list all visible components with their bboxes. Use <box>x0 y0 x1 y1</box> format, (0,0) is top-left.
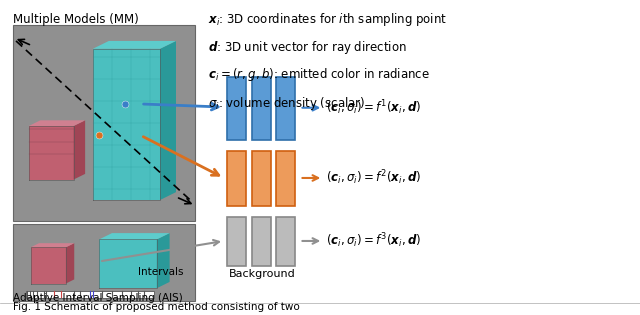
Bar <box>276 77 295 140</box>
Text: $(\boldsymbol{c}_i, \sigma_i) = f^1(\boldsymbol{x}_i, \boldsymbol{d})$: $(\boldsymbol{c}_i, \sigma_i) = f^1(\bol… <box>326 98 422 117</box>
Text: $\boldsymbol{x}_i$: 3D coordinates for $i$th sampling point: $\boldsymbol{x}_i$: 3D coordinates for $… <box>208 11 447 28</box>
Text: Background: Background <box>229 269 296 279</box>
Polygon shape <box>157 233 170 288</box>
Bar <box>227 217 246 266</box>
Polygon shape <box>29 126 74 180</box>
Bar <box>252 77 271 140</box>
Bar <box>252 151 271 206</box>
Polygon shape <box>31 247 66 284</box>
Text: $\boldsymbol{d}$: 3D unit vector for ray direction: $\boldsymbol{d}$: 3D unit vector for ray… <box>208 39 407 56</box>
Bar <box>13 25 195 220</box>
Bar <box>227 151 246 206</box>
Bar <box>276 151 295 206</box>
Polygon shape <box>99 233 170 239</box>
Bar <box>227 77 246 140</box>
Text: $\boldsymbol{c}_i = (r, g, b)$: emitted color in radiance: $\boldsymbol{c}_i = (r, g, b)$: emitted … <box>208 66 430 83</box>
Text: $(\boldsymbol{c}_i, \sigma_i) = f^2(\boldsymbol{x}_i, \boldsymbol{d})$: $(\boldsymbol{c}_i, \sigma_i) = f^2(\bol… <box>326 169 422 187</box>
Polygon shape <box>93 49 160 200</box>
Text: Intervals: Intervals <box>138 267 183 278</box>
Polygon shape <box>74 120 85 180</box>
Polygon shape <box>66 243 74 284</box>
Text: Multiple Models (MM): Multiple Models (MM) <box>13 13 138 26</box>
Bar <box>26 291 154 298</box>
Text: $(\boldsymbol{c}_i, \sigma_i) = f^3(\boldsymbol{x}_i, \boldsymbol{d})$: $(\boldsymbol{c}_i, \sigma_i) = f^3(\bol… <box>326 232 422 250</box>
Polygon shape <box>99 239 157 288</box>
Bar <box>13 224 195 301</box>
Polygon shape <box>29 120 85 126</box>
Polygon shape <box>31 243 74 247</box>
Text: Adaptive Interval Sampling (AIS): Adaptive Interval Sampling (AIS) <box>13 293 182 303</box>
Bar <box>252 217 271 266</box>
Text: $\sigma_i$: volume density (scalar): $\sigma_i$: volume density (scalar) <box>208 94 365 112</box>
Bar <box>276 217 295 266</box>
Polygon shape <box>160 41 176 200</box>
Polygon shape <box>93 41 176 49</box>
Text: Fig. 1 Schematic of proposed method consisting of two: Fig. 1 Schematic of proposed method cons… <box>13 302 300 312</box>
